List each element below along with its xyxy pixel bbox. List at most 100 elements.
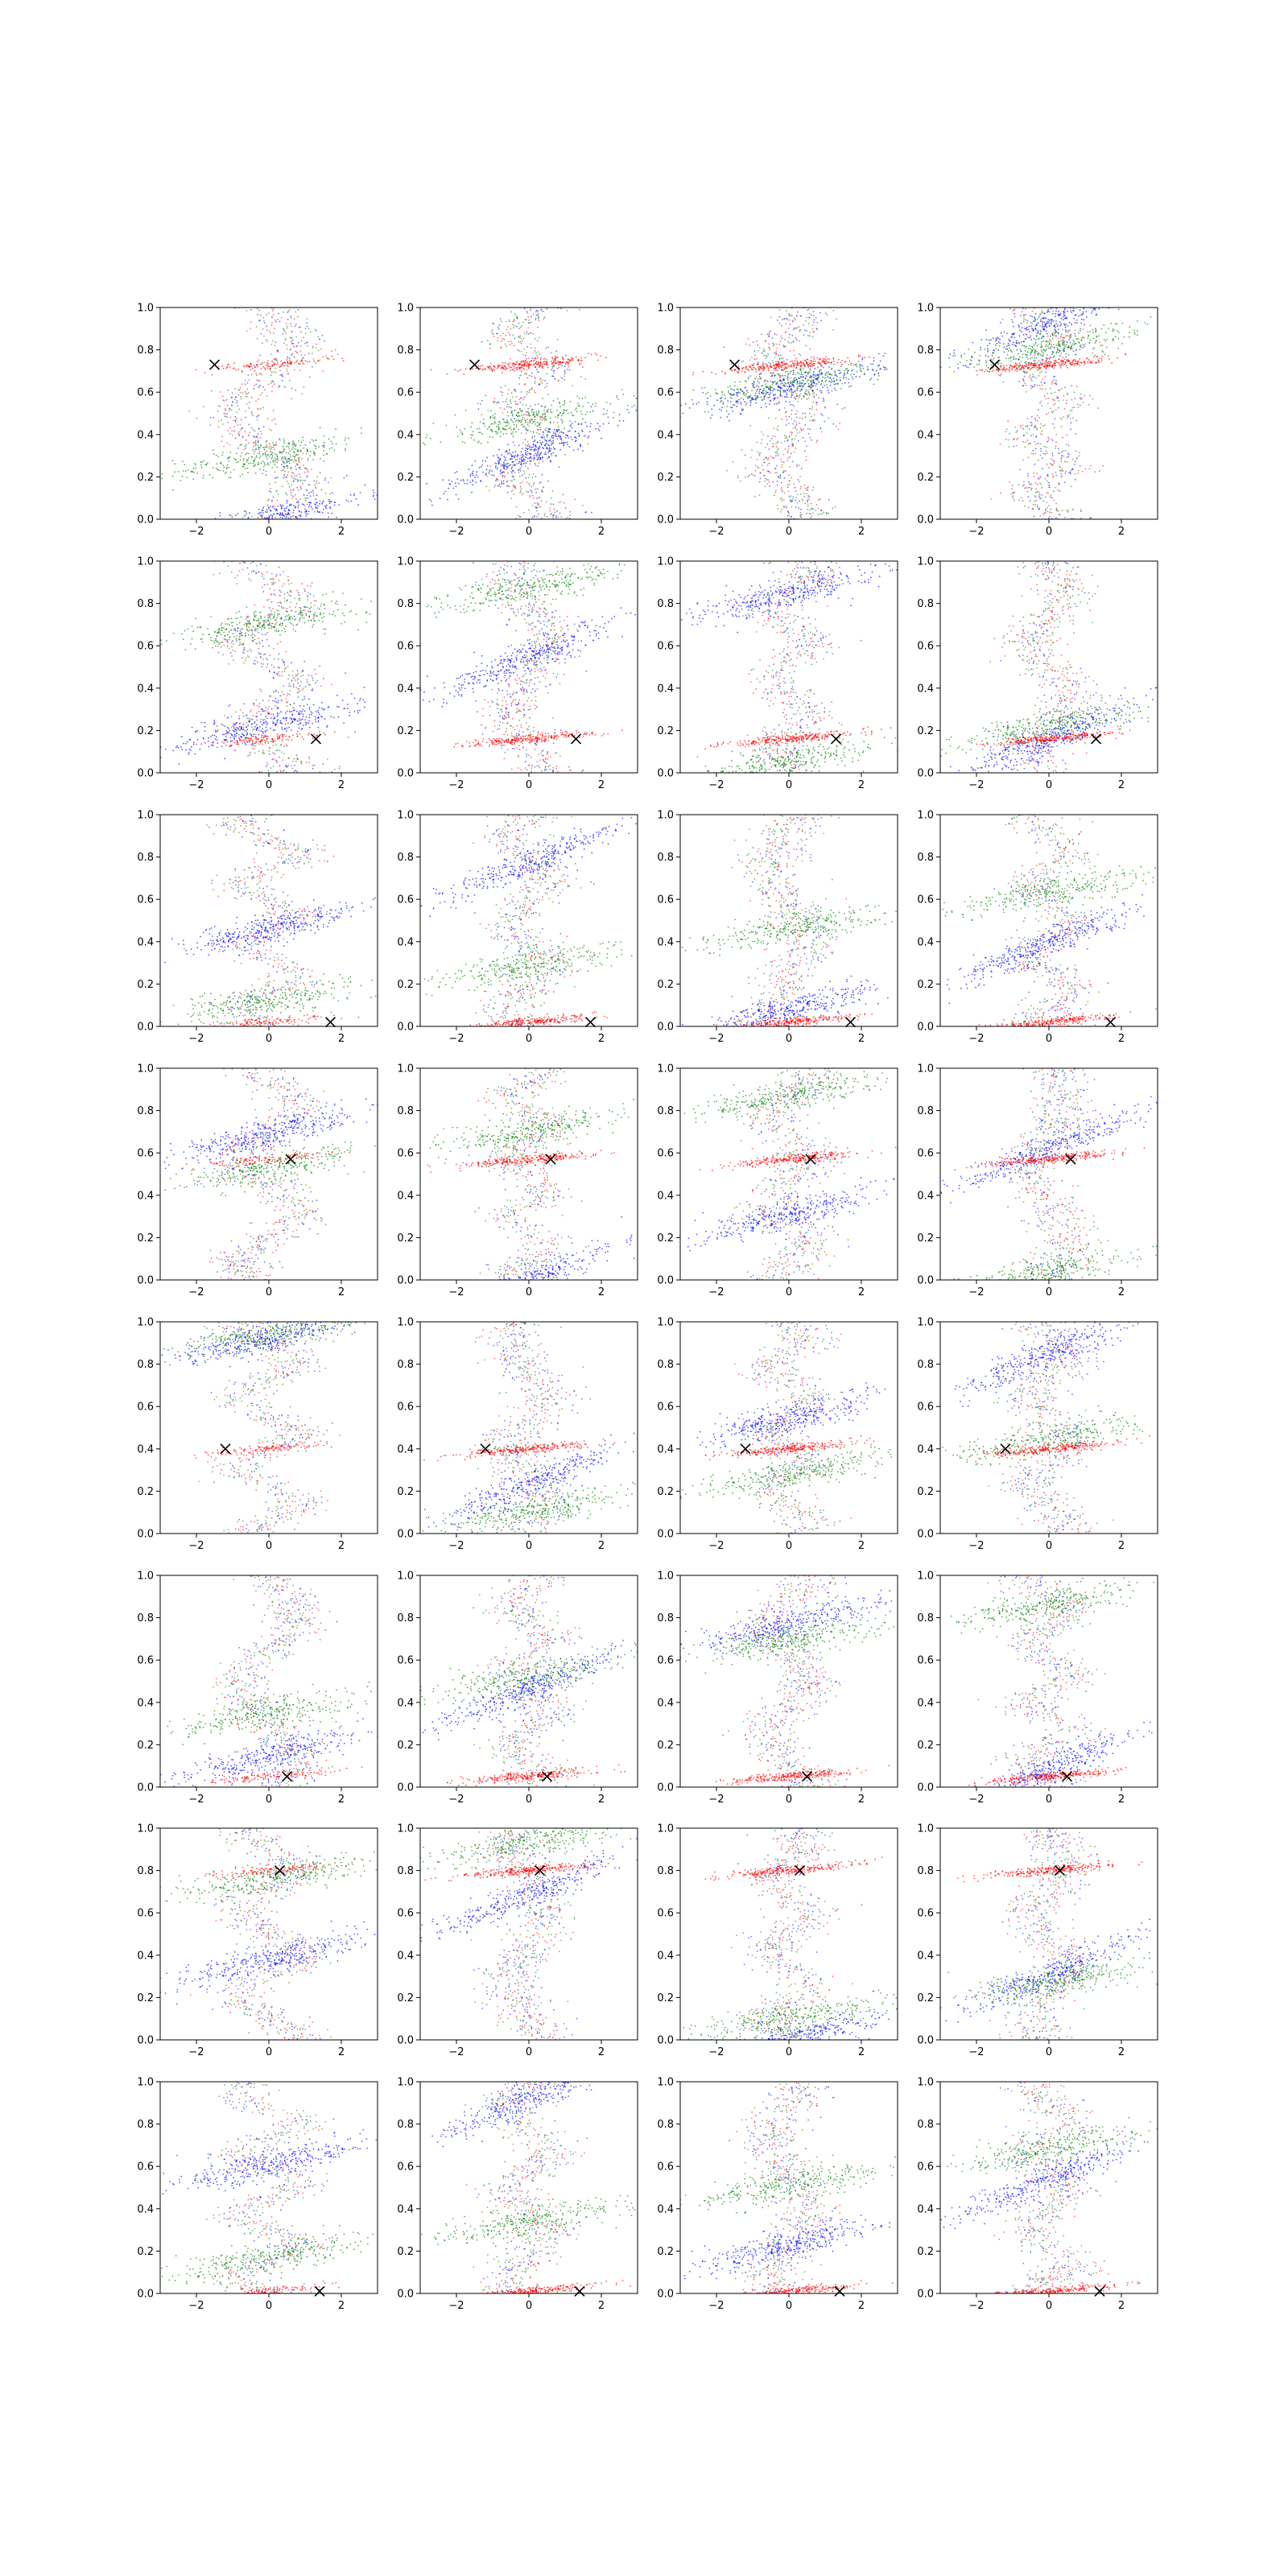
point-blue: [909, 369, 910, 371]
point-red: [254, 369, 256, 372]
point-blue: [549, 428, 551, 431]
point-red: [195, 369, 197, 371]
point-green: [275, 481, 277, 484]
point-red: [489, 465, 492, 468]
point-red: [520, 361, 522, 364]
point-red: [231, 392, 233, 394]
point-green: [809, 385, 811, 386]
point-blue: [234, 437, 237, 439]
point-red: [1060, 335, 1063, 337]
point-red: [530, 490, 533, 492]
point-blue: [536, 497, 538, 499]
point-blue: [521, 415, 522, 416]
point-green: [1033, 501, 1035, 502]
point-blue: [275, 341, 277, 344]
point-blue: [1013, 438, 1014, 440]
point-blue: [721, 407, 724, 409]
point-green: [784, 435, 786, 437]
point-green: [268, 443, 270, 445]
point-green: [461, 441, 464, 443]
point-red: [529, 361, 530, 363]
point-green: [264, 446, 266, 448]
point-blue: [799, 376, 802, 378]
point-red: [1094, 471, 1096, 473]
point-blue: [541, 473, 543, 476]
point-green: [616, 394, 618, 397]
point-blue: [570, 436, 572, 438]
point-green: [271, 454, 274, 456]
point-blue: [503, 461, 505, 464]
point-red: [594, 353, 597, 354]
point-red: [219, 391, 221, 393]
point-green: [807, 366, 810, 368]
point-green: [334, 349, 336, 351]
point-blue: [783, 317, 785, 320]
point-blue: [350, 500, 353, 502]
subplot-r1-c3: −2 0 20.00.20.40.60.81.0: [657, 303, 910, 538]
point-red: [815, 403, 818, 406]
y-tick-label: 0.8: [657, 345, 674, 357]
point-green: [569, 420, 572, 422]
point-red: [510, 357, 511, 360]
point-blue: [209, 417, 212, 419]
point-blue: [242, 427, 243, 429]
point-red: [777, 440, 778, 443]
point-green: [547, 431, 548, 433]
point-green: [511, 413, 514, 415]
point-red: [513, 493, 514, 495]
point-blue: [554, 511, 556, 514]
point-green: [520, 432, 522, 434]
point-green: [259, 455, 262, 457]
point-red: [742, 360, 745, 362]
point-green: [522, 493, 524, 494]
point-green: [570, 411, 572, 414]
point-blue: [601, 437, 602, 440]
point-red: [805, 487, 807, 489]
point-blue: [792, 384, 795, 386]
point-red: [539, 365, 541, 368]
point-blue: [790, 452, 792, 455]
point-red: [506, 328, 508, 331]
point-blue: [1055, 474, 1058, 477]
point-blue: [566, 369, 568, 370]
point-red: [342, 360, 345, 362]
point-blue: [577, 432, 580, 435]
point-green: [641, 395, 642, 397]
point-blue: [264, 452, 266, 454]
point-red: [745, 366, 747, 369]
point-green: [836, 318, 837, 320]
point-red: [523, 383, 526, 386]
point-green: [800, 369, 802, 371]
point-blue: [535, 445, 536, 448]
point-green: [802, 367, 804, 369]
point-green: [271, 456, 274, 458]
point-green: [518, 408, 521, 410]
point-blue: [814, 378, 816, 380]
point-blue: [758, 390, 761, 393]
point-blue: [807, 316, 810, 319]
point-blue: [806, 445, 807, 447]
point-blue: [852, 369, 853, 371]
point-green: [514, 472, 516, 473]
point-green: [799, 354, 802, 357]
point-green: [539, 415, 541, 418]
point-blue: [287, 512, 289, 514]
point-blue: [533, 454, 535, 456]
point-green: [559, 406, 561, 408]
point-red: [1033, 475, 1035, 477]
y-tick-label: 0.6: [137, 387, 154, 399]
point-green: [526, 440, 529, 443]
point-blue: [771, 374, 774, 376]
point-green: [720, 410, 723, 411]
point-red: [292, 343, 294, 345]
point-green: [844, 369, 846, 372]
point-blue: [384, 491, 386, 493]
point-blue: [237, 447, 239, 449]
point-red: [810, 388, 812, 390]
point-green: [776, 382, 778, 384]
point-green: [255, 456, 258, 459]
point-red: [769, 347, 770, 349]
point-red: [537, 363, 539, 365]
point-blue: [719, 408, 720, 411]
point-red: [501, 482, 502, 484]
